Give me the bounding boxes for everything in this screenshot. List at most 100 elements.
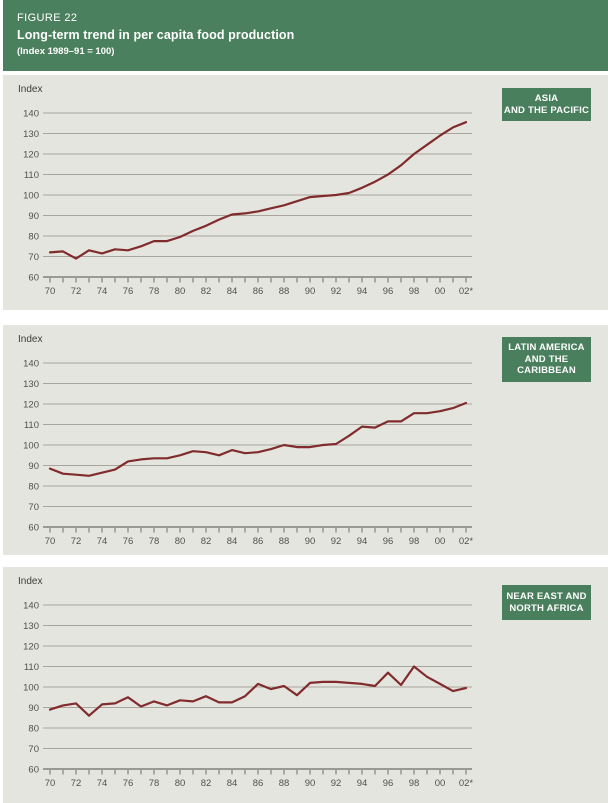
y-axis-title: Index [18, 576, 43, 587]
svg-text:110: 110 [24, 420, 39, 431]
svg-text:92: 92 [331, 778, 342, 789]
y-tick-labels: 140 130 120 110 100 90 80 70 60 [23, 359, 39, 534]
svg-text:80: 80 [28, 232, 39, 243]
svg-text:80: 80 [175, 778, 186, 789]
svg-text:90: 90 [305, 778, 316, 789]
figure-header: FIGURE 22 Long-term trend in per capita … [3, 0, 608, 71]
svg-text:00: 00 [435, 286, 446, 297]
chart-panel-latin-america-caribbean: 140 130 120 110 100 90 80 70 60 70 72 74 76 78 80 82 84 8… [3, 325, 608, 555]
svg-text:70: 70 [28, 744, 39, 755]
y-axis-title: Index [18, 84, 43, 95]
svg-text:94: 94 [357, 778, 368, 789]
svg-text:90: 90 [305, 286, 316, 297]
svg-text:72: 72 [71, 536, 82, 547]
svg-text:86: 86 [253, 778, 264, 789]
svg-text:82: 82 [201, 536, 212, 547]
svg-text:80: 80 [175, 286, 186, 297]
svg-text:140: 140 [23, 601, 39, 612]
svg-text:74: 74 [97, 778, 108, 789]
region-label-latin-america-caribbean: LATIN AMERICA AND THE CARIBBEAN [502, 337, 591, 382]
svg-text:100: 100 [23, 191, 39, 202]
svg-text:98: 98 [409, 286, 420, 297]
svg-text:70: 70 [45, 778, 56, 789]
svg-text:98: 98 [409, 778, 420, 789]
x-tick-labels: 70 72 74 76 78 80 82 84 86 88 90 92 94 96 98 00 02* [45, 778, 474, 789]
svg-text:02*: 02* [459, 778, 474, 789]
figure-subtitle: (Index 1989–91 = 100) [17, 46, 115, 57]
svg-text:120: 120 [23, 150, 39, 161]
svg-text:70: 70 [45, 536, 56, 547]
svg-text:70: 70 [28, 252, 39, 263]
svg-text:70: 70 [28, 502, 39, 513]
svg-text:82: 82 [201, 778, 212, 789]
svg-text:130: 130 [23, 129, 39, 140]
svg-text:76: 76 [123, 536, 134, 547]
line-chart-latin-america-caribbean: 140 130 120 110 100 90 80 70 60 70 72 74 76 78 80 82 84 8… [23, 359, 474, 548]
svg-text:02*: 02* [459, 536, 474, 547]
y-tick-labels: 140 130 120 110 100 90 80 70 60 [23, 601, 39, 776]
svg-text:60: 60 [28, 765, 39, 776]
svg-text:74: 74 [97, 536, 108, 547]
x-tick-labels: 70 72 74 76 78 80 82 84 86 88 90 92 94 96 98 00 02* [45, 286, 474, 297]
svg-text:82: 82 [201, 286, 212, 297]
x-tick-marks [49, 770, 467, 775]
chart-panel-near-east-north-africa: 140 130 120 110 100 90 80 70 60 70 72 74 76 78 80 82 84 8… [3, 567, 608, 803]
x-tick-labels: 70 72 74 76 78 80 82 84 86 88 90 92 94 96 98 00 02* [45, 536, 474, 547]
svg-text:78: 78 [149, 778, 160, 789]
svg-text:98: 98 [409, 536, 420, 547]
svg-text:76: 76 [123, 778, 134, 789]
svg-text:130: 130 [23, 379, 39, 390]
svg-text:90: 90 [28, 211, 39, 222]
svg-text:110: 110 [24, 662, 39, 673]
figure-number: FIGURE 22 [17, 12, 78, 24]
line-chart-asia-pacific: 140 130 120 110 100 90 80 70 60 70 72 74 76 78 80 82 84 8… [23, 109, 474, 298]
svg-text:74: 74 [97, 286, 108, 297]
y-axis-title: Index [18, 334, 43, 345]
svg-text:100: 100 [23, 441, 39, 452]
svg-text:110: 110 [24, 170, 39, 181]
svg-text:86: 86 [253, 536, 264, 547]
y-tick-labels: 140 130 120 110 100 90 80 70 60 [23, 109, 39, 284]
region-label-near-east-north-africa: NEAR EAST AND NORTH AFRICA [502, 585, 591, 620]
grid-lines [43, 112, 472, 278]
svg-text:140: 140 [23, 359, 39, 370]
svg-text:100: 100 [23, 683, 39, 694]
svg-text:130: 130 [23, 621, 39, 632]
svg-text:120: 120 [23, 400, 39, 411]
svg-text:80: 80 [28, 724, 39, 735]
svg-text:96: 96 [383, 536, 394, 547]
svg-text:88: 88 [279, 536, 290, 547]
x-tick-marks [49, 528, 467, 533]
svg-text:60: 60 [28, 523, 39, 534]
svg-text:76: 76 [123, 286, 134, 297]
data-line [48, 121, 468, 260]
svg-text:78: 78 [149, 536, 160, 547]
svg-text:70: 70 [45, 286, 56, 297]
svg-text:88: 88 [279, 286, 290, 297]
svg-text:84: 84 [227, 778, 238, 789]
svg-text:92: 92 [331, 536, 342, 547]
chart-panel-asia-pacific: 140 130 120 110 100 90 80 70 60 70 72 74 76 78 80 82 84 8… [3, 75, 608, 310]
grid-lines [43, 362, 472, 528]
svg-text:94: 94 [357, 286, 368, 297]
svg-text:120: 120 [23, 642, 39, 653]
svg-text:96: 96 [383, 286, 394, 297]
svg-text:84: 84 [227, 286, 238, 297]
data-line [48, 401, 468, 477]
line-chart-near-east-north-africa: 140 130 120 110 100 90 80 70 60 70 72 74 76 78 80 82 84 8… [23, 601, 474, 790]
region-label-asia-pacific: ASIA AND THE PACIFIC [502, 88, 591, 121]
svg-text:86: 86 [253, 286, 264, 297]
svg-text:72: 72 [71, 286, 82, 297]
grid-lines [43, 604, 472, 770]
svg-text:90: 90 [28, 703, 39, 714]
svg-text:90: 90 [305, 536, 316, 547]
svg-text:80: 80 [28, 482, 39, 493]
svg-text:96: 96 [383, 778, 394, 789]
figure-title: Long-term trend in per capita food produ… [17, 28, 295, 42]
svg-text:72: 72 [71, 778, 82, 789]
svg-text:00: 00 [435, 536, 446, 547]
svg-text:88: 88 [279, 778, 290, 789]
svg-text:92: 92 [331, 286, 342, 297]
svg-text:78: 78 [149, 286, 160, 297]
svg-text:02*: 02* [459, 286, 474, 297]
